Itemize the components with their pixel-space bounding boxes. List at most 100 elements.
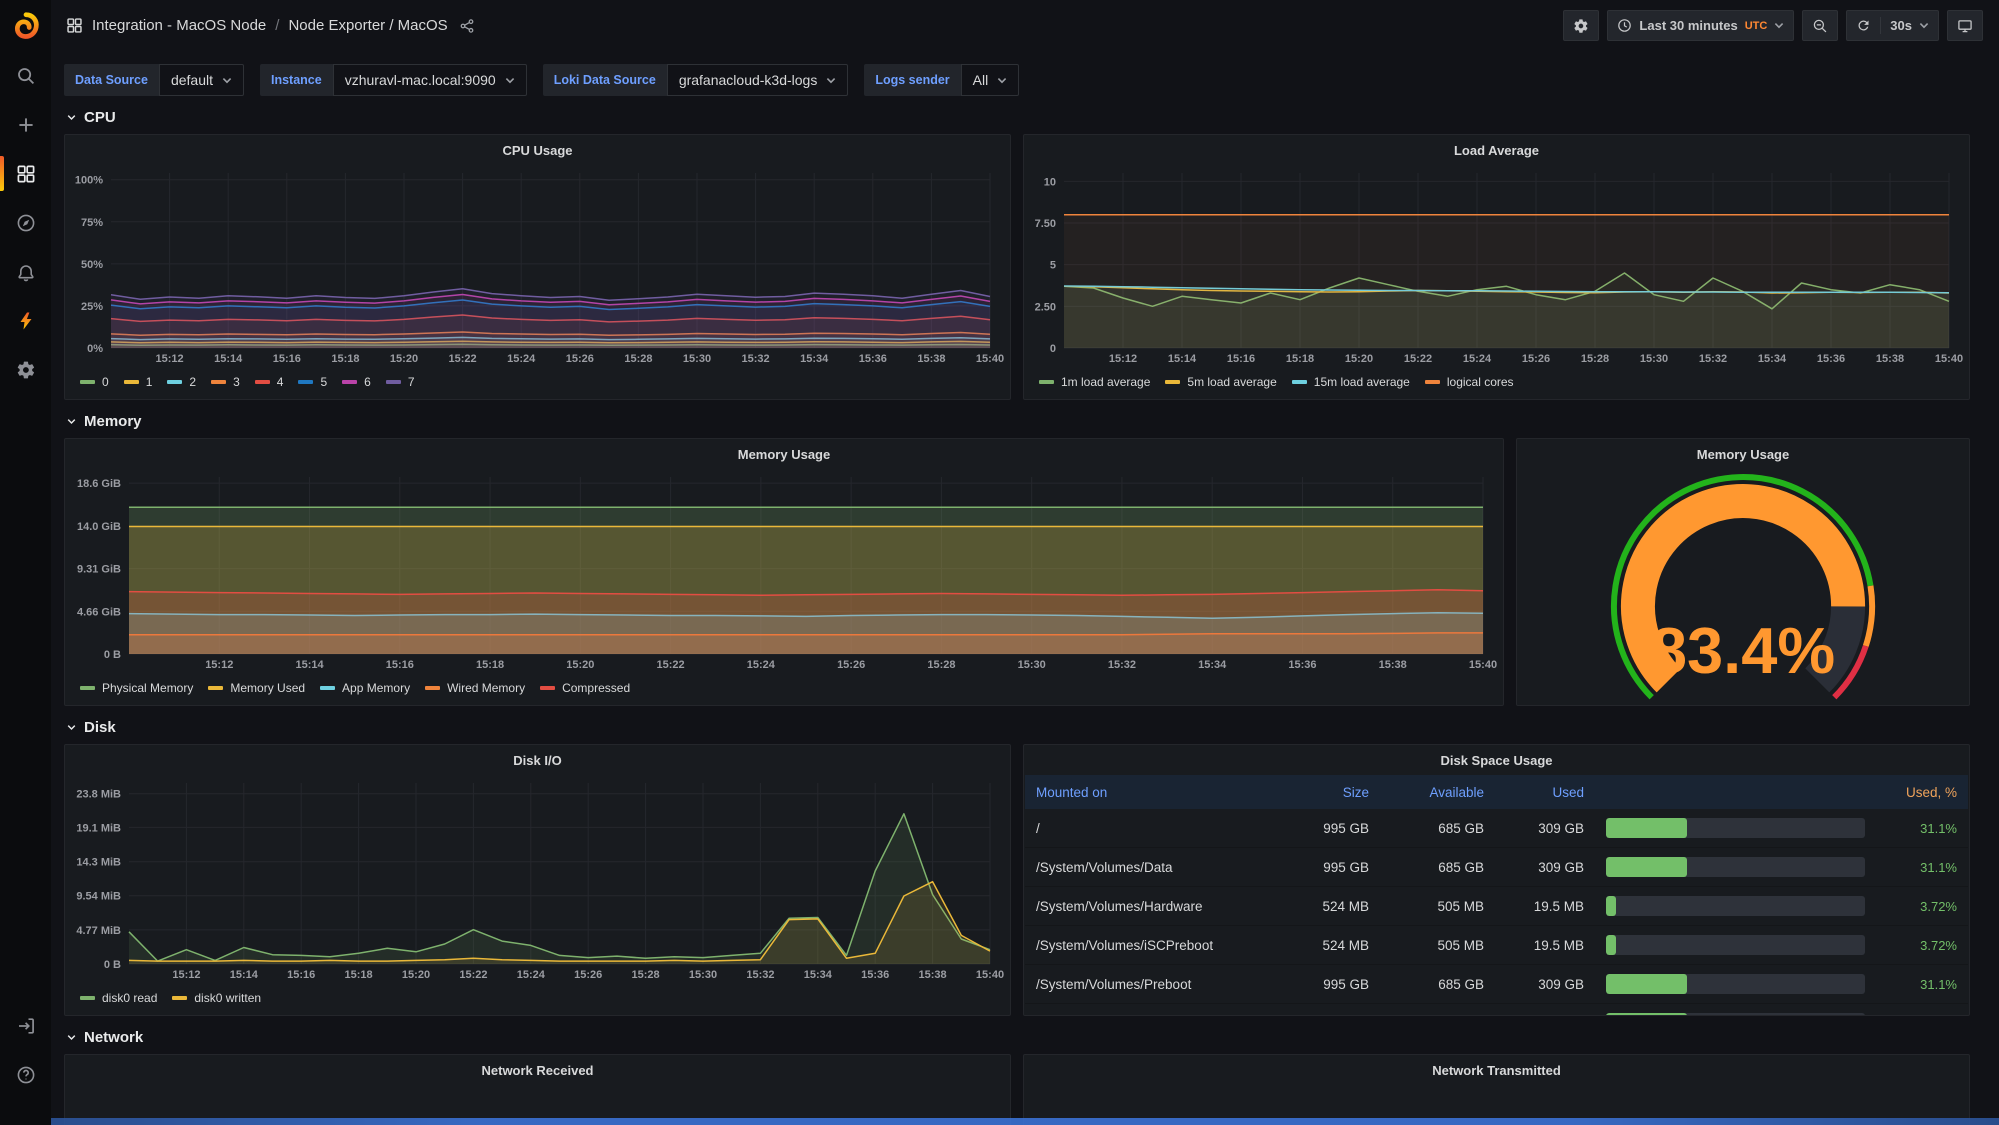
legend-item-logical-cores[interactable]: logical cores: [1424, 375, 1514, 389]
svg-text:15:28: 15:28: [927, 659, 955, 671]
legend-item-memory-used[interactable]: Memory Used: [208, 681, 305, 695]
table-header-used---[interactable]: Used, %: [1905, 784, 1957, 800]
lightning-bolt-icon[interactable]: [0, 296, 51, 345]
refresh-picker[interactable]: 30s: [1846, 10, 1939, 41]
cpu-plot-area[interactable]: 15:12 15:14 15:16 15:18 15:20 15:22 15:24 15:26…: [65, 165, 1010, 368]
tv-mode-button[interactable]: [1947, 10, 1983, 41]
svg-text:15:30: 15:30: [1640, 353, 1668, 365]
legend-swatch: [80, 995, 95, 1000]
section-header-network[interactable]: Network: [66, 1029, 1970, 1046]
zoom-out-button[interactable]: [1802, 10, 1839, 41]
legend-item-1[interactable]: 1: [123, 375, 152, 389]
legend-item-disk0-written[interactable]: disk0 written: [172, 991, 261, 1005]
legend-item-1m-load-average[interactable]: 1m load average: [1039, 375, 1150, 389]
legend-item-15m-load-average[interactable]: 15m load average: [1291, 375, 1410, 389]
usage-bar-fill: [1606, 974, 1687, 994]
legend-item-4[interactable]: 4: [254, 375, 283, 389]
table-cell: 19.5 MB: [1533, 937, 1584, 953]
legend-item-app-memory[interactable]: App Memory: [320, 681, 410, 695]
section-header-memory[interactable]: Memory: [66, 413, 1970, 430]
legend-item-2[interactable]: 2: [167, 375, 196, 389]
legend-item-5m-load-average[interactable]: 5m load average: [1165, 375, 1277, 389]
compass-explore-icon[interactable]: [0, 198, 51, 247]
svg-text:15:20: 15:20: [390, 353, 418, 365]
table-header-size[interactable]: Size: [1342, 784, 1369, 800]
svg-text:15:38: 15:38: [919, 969, 947, 981]
chevron-down-icon: [1774, 22, 1784, 29]
disk-io-chart[interactable]: 15:12 15:14 15:16 15:18 15:20 15:22 15:24 15:26…: [65, 775, 1010, 984]
legend-item-5[interactable]: 5: [298, 375, 327, 389]
section-header-disk[interactable]: Disk: [66, 719, 1970, 736]
table-header-used[interactable]: Used: [1552, 784, 1584, 800]
svg-text:15:12: 15:12: [172, 969, 200, 981]
variable-value-dropdown[interactable]: vzhuravl-mac.local:9090: [332, 64, 527, 96]
legend-swatch: [540, 685, 556, 690]
table-cell: /System/Volumes/Preboot: [1036, 976, 1192, 992]
disk-plot-area[interactable]: 15:12 15:14 15:16 15:18 15:20 15:22 15:24 15:26…: [65, 775, 1010, 984]
variable-value-dropdown[interactable]: grafanacloud-k3d-logs: [666, 64, 849, 96]
breadcrumb-folder[interactable]: Integration - MacOS Node: [92, 17, 267, 34]
dashboards-grid-icon[interactable]: [0, 149, 51, 198]
time-range-picker[interactable]: Last 30 minutes UTC: [1607, 10, 1795, 41]
legend-item-wired-memory[interactable]: Wired Memory: [425, 681, 525, 695]
help-question-icon[interactable]: [0, 1050, 51, 1099]
table-header-mounted-on[interactable]: Mounted on: [1036, 784, 1108, 800]
search-icon[interactable]: [0, 51, 51, 100]
svg-text:15:26: 15:26: [1522, 353, 1550, 365]
panel-title[interactable]: Disk Space Usage: [1440, 752, 1553, 768]
load-average-chart[interactable]: 15:12 15:14 15:16 15:18 15:20 15:22 15:24 15:26…: [1024, 165, 1969, 368]
panel-disk-space-usage: Disk Space Usage Mounted on Size Available…: [1023, 744, 1970, 1016]
table-header-available[interactable]: Available: [1429, 784, 1484, 800]
legend-item-disk0-read[interactable]: disk0 read: [80, 991, 157, 1005]
breadcrumb-dashboard[interactable]: Node Exporter / MacOS: [288, 17, 448, 34]
svg-text:15:38: 15:38: [1876, 353, 1904, 365]
sidebar-menu: [0, 51, 51, 394]
variable-value-dropdown[interactable]: All: [960, 64, 1020, 96]
panel-title[interactable]: CPU Usage: [502, 142, 573, 158]
gear-configuration-icon[interactable]: [0, 345, 51, 394]
legend-swatch: [80, 379, 95, 384]
section-header-cpu[interactable]: CPU: [66, 109, 1970, 126]
dashboard-settings-button[interactable]: [1563, 10, 1600, 41]
share-icon[interactable]: [459, 18, 475, 34]
table-cell: /System/Volumes/iSCPreboot: [1036, 937, 1214, 953]
svg-text:15:18: 15:18: [1286, 353, 1314, 365]
svg-text:15:24: 15:24: [1463, 353, 1492, 365]
svg-text:15:32: 15:32: [746, 969, 774, 981]
variable-data-source: Data Source default: [64, 64, 244, 96]
table-cell: /System/Volumes/Data: [1036, 859, 1173, 875]
plus-icon[interactable]: [0, 100, 51, 149]
memory-plot-area[interactable]: 15:12 15:14 15:16 15:18 15:20 15:22 15:24 15:26…: [65, 469, 1503, 674]
panel-title[interactable]: Network Received: [481, 1062, 594, 1078]
bell-alerting-icon[interactable]: [0, 247, 51, 296]
zoom-out-icon: [1814, 19, 1827, 32]
panel-title[interactable]: Memory Usage: [1696, 446, 1790, 462]
memory-usage-legend: Physical Memory Memory Used App Memory Wire…: [65, 674, 1503, 705]
panel-title[interactable]: Network Transmitted: [1432, 1062, 1561, 1078]
legend-item-physical-memory[interactable]: Physical Memory: [80, 681, 193, 695]
svg-text:15:28: 15:28: [1581, 353, 1609, 365]
variable-value-dropdown[interactable]: default: [158, 64, 244, 96]
panel-title[interactable]: Load Average: [1453, 142, 1539, 158]
panel-title[interactable]: Disk I/O: [513, 752, 562, 768]
usage-bar-cell: [1595, 935, 1876, 955]
sign-in-icon[interactable]: [0, 1001, 51, 1050]
legend-item-0[interactable]: 0: [80, 375, 109, 389]
memory-usage-chart[interactable]: 15:12 15:14 15:16 15:18 15:20 15:22 15:24 15:26…: [65, 469, 1503, 674]
legend-item-3[interactable]: 3: [211, 375, 240, 389]
table-row: / 995 GB 685 GB 309 GB 31.1%: [1025, 809, 1968, 848]
panel-title[interactable]: Memory Usage: [737, 446, 831, 462]
svg-text:100%: 100%: [75, 175, 103, 187]
cpu-usage-chart[interactable]: 15:12 15:14 15:16 15:18 15:20 15:22 15:24 15:26…: [65, 165, 1010, 368]
svg-text:15:20: 15:20: [1345, 353, 1373, 365]
chevron-down-icon: [997, 77, 1007, 84]
legend-item-7[interactable]: 7: [385, 375, 415, 389]
usage-bar-track: [1606, 974, 1865, 994]
load-plot-area[interactable]: 15:12 15:14 15:16 15:18 15:20 15:22 15:24 15:26…: [1024, 165, 1969, 368]
used-percent-cell: 31.1%: [1920, 859, 1957, 875]
table-cell: 505 MB: [1437, 937, 1484, 953]
table-cell: 309 GB: [1538, 820, 1584, 836]
legend-item-6[interactable]: 6: [342, 375, 371, 389]
legend-item-compressed[interactable]: Compressed: [540, 681, 630, 695]
grafana-logo[interactable]: [0, 0, 51, 51]
